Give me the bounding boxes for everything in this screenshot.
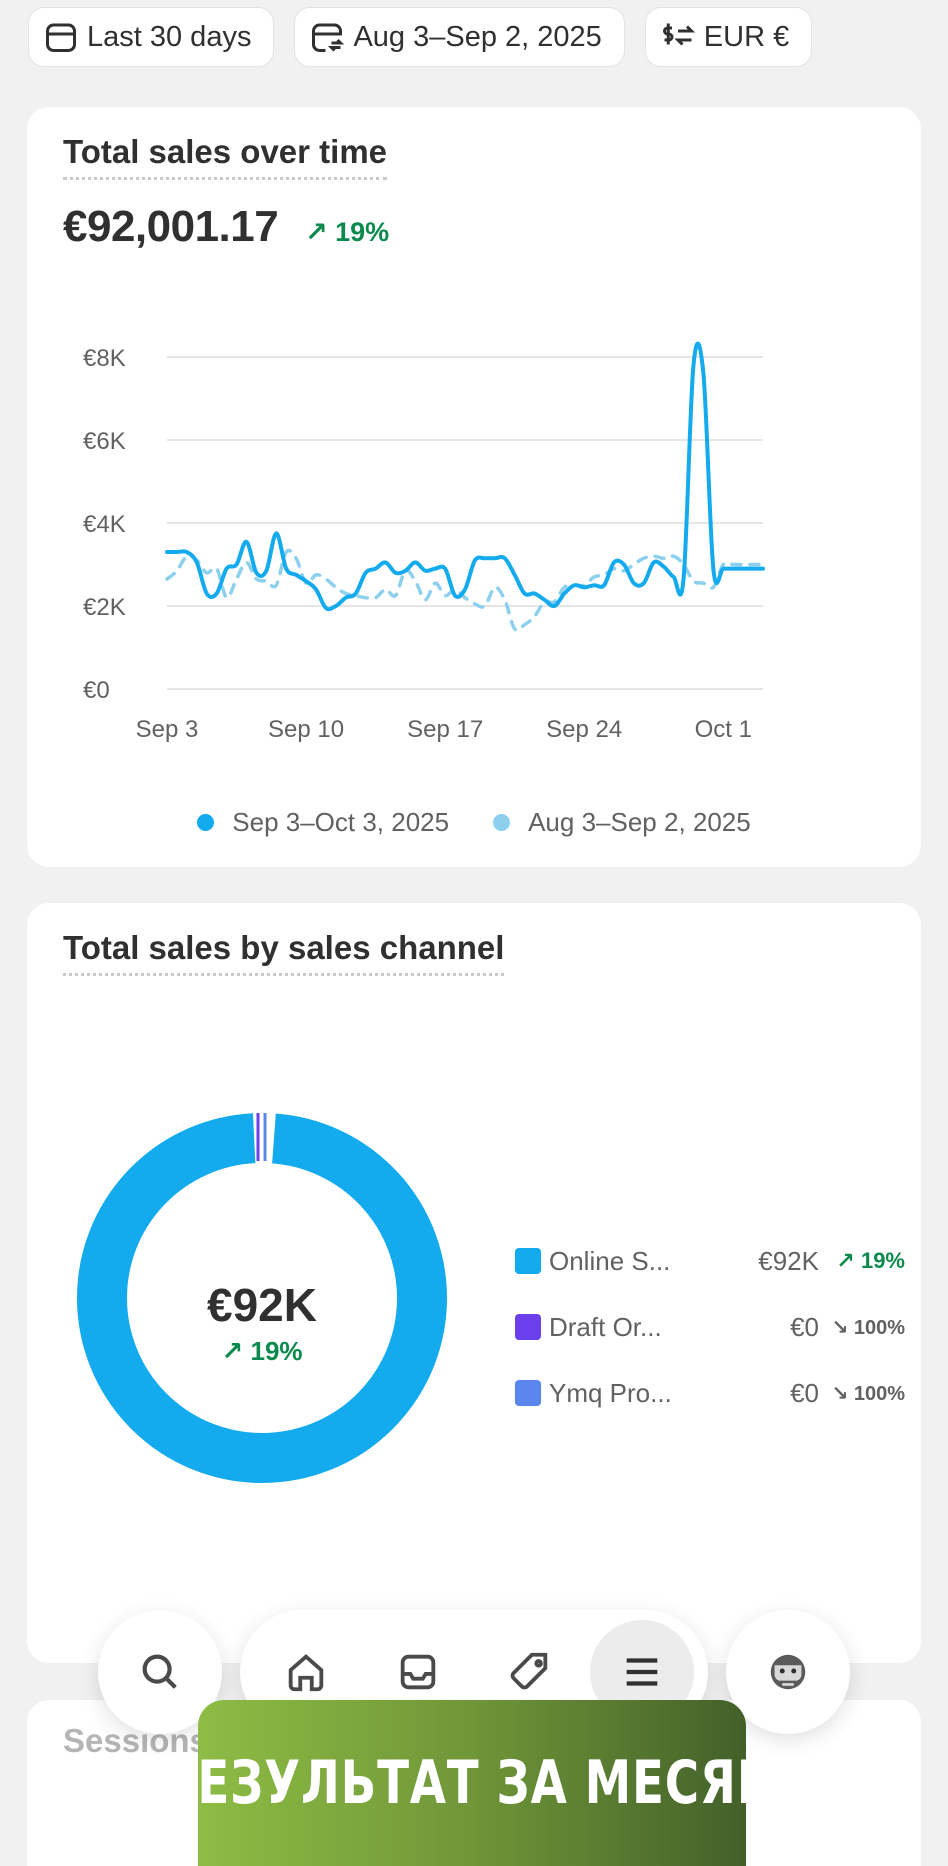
avatar-icon [770,1654,806,1690]
inbox-icon [400,1654,436,1690]
y-tick-label: €8K [83,345,126,372]
channel-swatch [515,1314,541,1340]
channel-name: Online S... [549,1245,671,1276]
chart-legend: Sep 3–Oct 3, 2025 Aug 3–Sep 2, 2025 [27,807,921,838]
promo-banner: РЕЗУЛЬТАТ ЗА МЕСЯЦ [163,1700,781,1866]
legend-dot-current [197,814,215,831]
legend-label-current: Sep 3–Oct 3, 2025 [232,807,450,837]
tag-icon [510,1652,548,1690]
x-tick-label: Oct 1 [695,716,752,743]
nav-search-button[interactable] [108,1620,212,1724]
currency-exchange-icon [662,23,695,46]
arrow-up-right-icon: ↗ [836,1248,855,1273]
search-icon [142,1654,177,1689]
legend-label-previous: Aug 3–Sep 2, 2025 [528,807,751,837]
series-line-current[interactable] [165,341,765,612]
channel-name: Ymq Pro... [549,1377,672,1408]
promo-banner-text: РЕЗУЛЬТАТ ЗА МЕСЯЦ [162,1748,782,1818]
channel-change: ↗ 19% [829,1248,905,1274]
channel-row-draft-orders[interactable]: Draft Or... €0 ↘ 100% [515,1294,905,1360]
channel-change-value: 100% [853,1382,905,1405]
channel-change-value: 19% [860,1248,905,1273]
total-sales-card: Total sales over time €92,001.17 ↗ 19% €… [27,107,921,867]
total-sales-title[interactable]: Total sales over time [63,133,388,180]
y-tick-label: €0 [83,677,110,704]
channel-value: €0 [790,1311,819,1342]
donut-center-change: ↗ 19% [77,1336,447,1367]
arrow-down-right-icon: ↘ [831,1382,849,1405]
series-line-previous[interactable] [165,548,765,632]
donut-center: €92K ↗ 19% [77,1278,447,1367]
total-sales-value: €92,001.17 [63,202,279,251]
home-icon [288,1654,324,1692]
nav-avatar-button[interactable] [736,1620,840,1724]
donut-center-change-value: 19% [250,1336,303,1366]
total-sales-change: ↗ 19% [305,217,389,248]
channel-name: Draft Or... [549,1311,662,1342]
channel-swatch [515,1248,541,1274]
filter-bar: Last 30 days Aug 3–Sep 2, 2025 EUR € [28,7,813,67]
channel-swatch [515,1380,541,1406]
channel-donut-chart[interactable] [77,1113,447,1483]
menu-icon [626,1658,658,1686]
sales-by-channel-title[interactable]: Total sales by sales channel [63,929,505,976]
legend-item-previous[interactable]: Aug 3–Sep 2, 2025 [493,807,751,838]
arrow-up-right-icon: ↗ [305,217,328,247]
nav-home-button[interactable] [254,1620,358,1724]
nav-user-pill [726,1610,850,1734]
legend-dot-previous [493,814,511,831]
calendar-compare-icon [312,23,345,52]
legend-item-current[interactable]: Sep 3–Oct 3, 2025 [197,807,449,838]
donut-center-value: €92K [207,1279,317,1331]
nav-orders-button[interactable] [366,1620,470,1724]
sales-line-chart[interactable]: €0 €2K €4K €6K €8K Sep 3 Sep 10 Sep 17 Sep 24 Oct… [27,257,921,797]
channel-change: ↘ 100% [829,1381,905,1406]
channel-row-online-store[interactable]: Online S... €92K ↗ 19% [515,1228,905,1294]
currency-label: EUR € [703,20,790,53]
nav-products-button[interactable] [478,1620,582,1724]
arrow-up-right-icon: ↗ [221,1336,244,1366]
currency-filter[interactable]: EUR € [644,7,813,67]
x-tick-label: Sep 24 [546,716,622,743]
channel-change-value: 100% [853,1316,905,1339]
compare-range-filter[interactable]: Aug 3–Sep 2, 2025 [294,7,625,67]
arrow-down-right-icon: ↘ [831,1316,849,1339]
channel-value: €92K [758,1245,819,1276]
date-range-filter[interactable]: Last 30 days [28,7,275,67]
channel-change: ↘ 100% [829,1315,905,1340]
calendar-icon [46,23,76,52]
x-tick-label: Sep 10 [268,716,344,743]
x-tick-label: Sep 3 [136,716,199,743]
date-range-label: Last 30 days [87,20,252,53]
x-tick-label: Sep 17 [407,716,483,743]
donut-segment-online-store[interactable] [77,1113,447,1483]
channel-value: €0 [790,1377,819,1408]
y-tick-label: €6K [83,428,126,455]
channel-row-ymq[interactable]: Ymq Pro... €0 ↘ 100% [515,1360,905,1426]
sales-by-channel-card: Total sales by sales channel €92K ↗ 19% … [27,903,921,1663]
y-tick-label: €4K [83,511,126,538]
y-tick-label: €2K [83,594,126,621]
compare-range-label: Aug 3–Sep 2, 2025 [353,20,602,53]
channel-legend: Online S... €92K ↗ 19% Draft Or... €0 ↘ … [515,1228,905,1426]
total-sales-change-value: 19% [335,217,390,247]
